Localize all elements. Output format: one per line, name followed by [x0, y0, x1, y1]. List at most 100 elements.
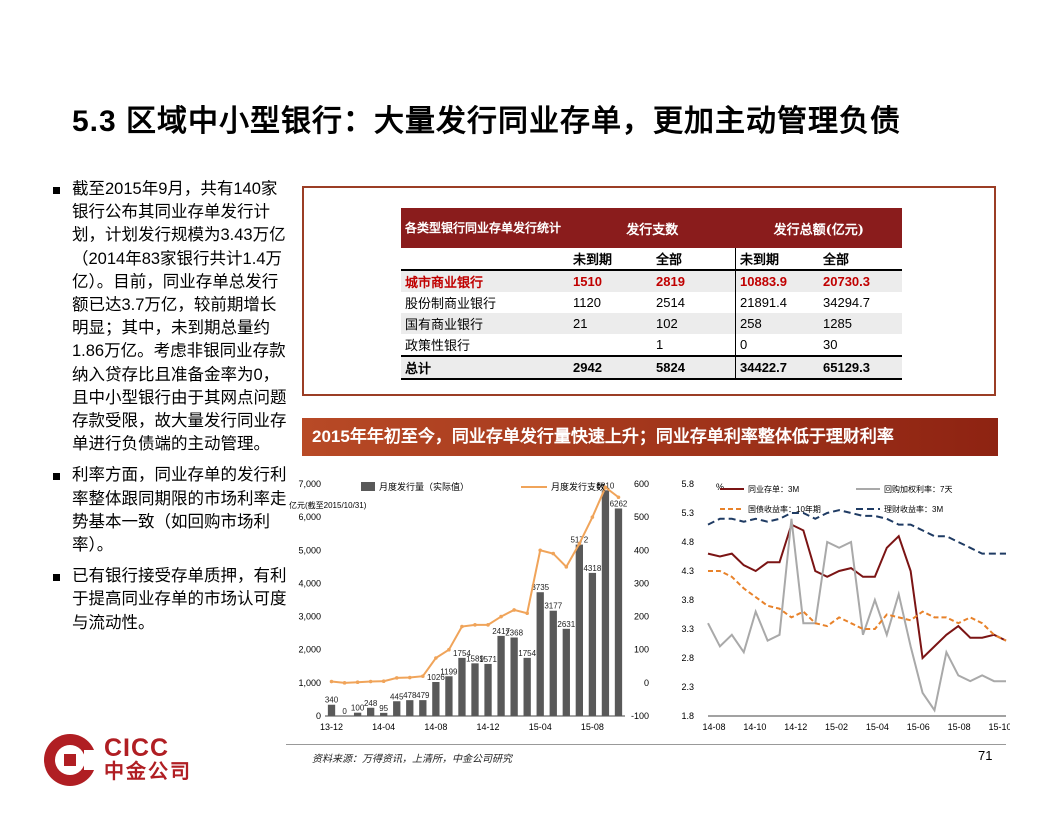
y-tick-label: 2.3 — [681, 682, 694, 692]
bullet-square-icon — [53, 574, 60, 582]
y-tick-label: 2.8 — [681, 653, 694, 663]
y-tick-label-left: 2,000 — [298, 645, 321, 655]
series-point — [329, 679, 334, 684]
bar-label: 479 — [416, 691, 430, 700]
issuance-bar-chart: 0 1,000 2,000 3,000 4,000 5,000 6,000 7,000 -100… — [289, 479, 649, 732]
y-tick-label-right: 300 — [634, 578, 649, 588]
table-title: 各类型银行同业存单发行统计 — [401, 208, 569, 248]
bar — [353, 712, 362, 716]
bar-label: 2631 — [557, 620, 575, 629]
y-tick-label-left: 4,000 — [298, 578, 321, 588]
x-tick-label: 15-08 — [581, 722, 604, 732]
bar — [471, 663, 479, 716]
table-row: 国有商业银行 21 102 258 1285 — [401, 313, 902, 334]
legend-label: 回购加权利率：7天 — [884, 484, 952, 494]
x-tick-label: 15-04 — [866, 722, 889, 732]
legend-label: 理财收益率：3M — [884, 504, 943, 514]
series-point — [616, 495, 621, 500]
page-title: 5.3 区域中小型银行：大量发行同业存单，更加主动管理负债 — [72, 105, 902, 138]
bar — [419, 700, 427, 716]
x-tick-label: 14-04 — [372, 722, 395, 732]
series-point — [499, 614, 503, 619]
y-tick-label: 1.8 — [681, 711, 694, 721]
x-tick-label: 14-08 — [424, 722, 447, 732]
table-sub-header: 全部 — [819, 248, 902, 271]
series-point — [368, 679, 373, 684]
x-tick-label: 15-10 — [988, 722, 1010, 732]
table-row: 股份制商业银行 1120 2514 21891.4 34294.7 — [401, 292, 902, 313]
bar-label: 3177 — [544, 602, 562, 611]
rates-line-chart: 1.8 2.3 2.8 3.3 3.8 4.3 4.8 5.3 5.8 % 14-08 14-10 14… — [681, 479, 1010, 732]
bullet-item: 截至2015年9月，共有140家银行公布其同业存单发行计划，计划发行规模为3.4… — [52, 178, 290, 456]
series-point — [355, 680, 360, 684]
unit-label: 亿元(截至2015/10/31) — [289, 500, 367, 510]
series-line — [708, 570, 1007, 642]
table-row: 城市商业银行 1510 2819 10883.9 20730.3 — [401, 270, 902, 292]
y-tick-label-left: 0 — [316, 711, 321, 721]
series-point — [551, 551, 556, 556]
bar-label: 95 — [379, 704, 388, 713]
bar-label: 248 — [364, 699, 378, 708]
section-banner: 2015年年初至今，同业存单发行量快速上升；同业存单利率整体低于理财利率 — [302, 418, 998, 456]
y-tick-label: 5.8 — [681, 479, 694, 489]
bar — [367, 707, 375, 716]
bar-label: 0 — [342, 707, 347, 716]
bar — [536, 592, 544, 716]
series-point — [473, 623, 477, 627]
bar-label: 1026 — [427, 673, 445, 682]
series-line — [707, 509, 1006, 555]
series-point — [460, 624, 464, 629]
y-tick-label-left: 7,000 — [298, 479, 321, 489]
bank-stats-table: 各类型银行同业存单发行统计 发行支数 发行总额(亿元) 未到期 全部 未到期 全… — [401, 208, 902, 380]
bar-label: 5172 — [570, 536, 588, 545]
table-sub-header: 全部 — [652, 248, 736, 271]
bar-label: 6262 — [610, 499, 628, 508]
bar — [497, 635, 505, 716]
table-group-header: 发行支数 — [569, 208, 736, 248]
page-number: 71 — [978, 748, 993, 763]
table-row: 政策性银行 1 0 30 — [401, 334, 902, 356]
x-tick-label: 13-12 — [320, 722, 343, 732]
unit-label: % — [716, 482, 724, 492]
bar-label: 445 — [390, 692, 404, 701]
table-row-total: 总计 2942 5824 34422.7 65129.3 — [401, 355, 902, 380]
bar — [484, 663, 492, 716]
series-point — [512, 608, 516, 612]
bar-label: 100 — [351, 704, 365, 713]
bullet-square-icon — [53, 187, 60, 194]
x-tick-label: 15-08 — [948, 722, 971, 732]
bar-label: 478 — [403, 691, 417, 700]
bullet-square-icon — [53, 473, 60, 481]
y-tick-label-right: 200 — [634, 612, 649, 622]
series-point — [486, 623, 490, 627]
y-tick-label-right: 600 — [634, 479, 649, 489]
x-tick-label: 15-02 — [825, 722, 848, 732]
series-point — [538, 548, 543, 553]
bar — [406, 700, 414, 716]
bar-label: 4318 — [583, 564, 601, 573]
series-line — [707, 518, 1006, 713]
y-tick-label-left: 5,000 — [298, 545, 321, 555]
x-tick-label: 14-12 — [784, 722, 807, 732]
y-tick-label-left: 3,000 — [298, 612, 321, 622]
y-tick-label-right: 100 — [634, 645, 649, 655]
bar — [458, 657, 466, 716]
bar-label: 1754 — [518, 649, 536, 658]
series-point — [381, 679, 386, 683]
bar-label: 340 — [325, 696, 339, 705]
series-point — [447, 647, 451, 652]
bar — [614, 508, 623, 716]
y-tick-label-left: 1,000 — [298, 678, 321, 688]
series-point — [394, 676, 399, 680]
bar — [510, 637, 518, 716]
bar — [327, 704, 336, 716]
y-tick-label-left: 6,000 — [298, 512, 321, 522]
bar — [380, 712, 388, 716]
bullet-item: 利率方面，同业存单的发行利率整体跟同期限的市场利率走势基本一致（如回购市场利率）… — [52, 464, 290, 557]
series-point — [421, 674, 425, 679]
y-tick-label: 4.3 — [681, 566, 694, 576]
y-tick-label-right: 0 — [644, 678, 649, 688]
series-line — [707, 523, 1007, 661]
bar — [588, 572, 597, 716]
bar-label: 2417 — [492, 627, 510, 636]
